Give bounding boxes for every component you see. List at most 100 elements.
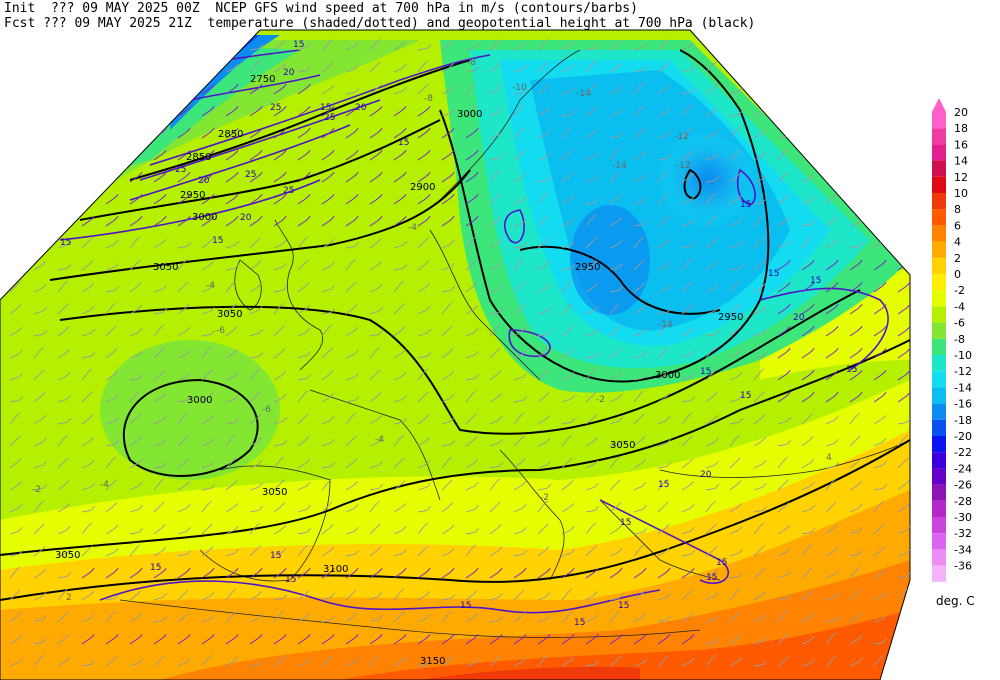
wind-barb-flag <box>257 150 263 155</box>
wind-barb-flag <box>425 634 431 639</box>
wind-barb-flag <box>521 504 527 509</box>
wind-barb-flag <box>832 524 838 529</box>
wind-barb <box>609 597 619 601</box>
wind-barb-flag <box>88 260 94 265</box>
wind-barb-flag <box>281 525 287 530</box>
wind-barb <box>57 506 66 513</box>
wind-barb-flag <box>233 106 239 111</box>
wind-barb-flag <box>401 128 407 133</box>
wind-barb <box>105 571 115 579</box>
wind-barb <box>585 264 594 271</box>
wind-barb-flag <box>880 238 886 243</box>
wind-barb-flag <box>112 479 117 484</box>
wind-label: 25 <box>175 165 186 175</box>
wind-barb <box>705 641 715 645</box>
wind-barb <box>297 571 307 579</box>
wind-barb <box>873 219 881 227</box>
wind-barb-flag <box>905 260 910 265</box>
wind-barb-flag <box>618 440 624 445</box>
wind-barb <box>249 109 259 117</box>
wind-barb-flag <box>257 283 263 288</box>
wind-barb-flag <box>281 106 287 111</box>
wind-barb-flag <box>498 593 503 598</box>
wind-barb-flag <box>425 306 431 311</box>
wind-barb-flag <box>327 324 332 330</box>
wind-barb <box>9 530 19 535</box>
wind-barb-flag <box>473 459 479 464</box>
wind-barb-flag <box>593 129 599 134</box>
wind-barb-flag <box>258 506 264 511</box>
wind-barb <box>681 285 689 293</box>
wind-barb <box>153 550 162 557</box>
wind-barb <box>393 552 403 557</box>
wind-barb-flag <box>809 282 815 287</box>
wind-barb-flag <box>185 150 191 155</box>
wind-barb <box>201 487 211 491</box>
wind-barb-flag <box>521 350 527 355</box>
wind-barb <box>249 286 258 293</box>
temperature-label: -14 <box>658 320 673 330</box>
wind-barb <box>873 572 882 579</box>
wind-barb-flag <box>689 658 695 663</box>
wind-barb <box>177 530 187 535</box>
wind-barb <box>729 198 738 205</box>
wind-barb-flag <box>472 259 477 264</box>
wind-barb-flag <box>712 546 718 551</box>
wind-barb <box>753 332 763 337</box>
wind-barb <box>441 44 450 51</box>
wind-barb <box>609 483 617 491</box>
wind-barb <box>897 660 906 667</box>
wind-barb-flag <box>856 150 862 155</box>
wind-barb <box>249 219 259 227</box>
wind-barb-flag <box>135 236 140 242</box>
wind-barb-flag <box>65 657 71 662</box>
wind-barb-flag <box>353 658 359 663</box>
wind-barb-flag <box>882 461 887 466</box>
wind-barb <box>681 553 691 557</box>
wind-barb <box>57 575 67 579</box>
wind-barb <box>561 398 571 403</box>
wind-barb-flag <box>735 126 740 132</box>
wind-barb <box>273 506 282 513</box>
temperature-labels: -2 -2 -4 -4 -4 -4 -6 -6 -8 -8 -10 -12 -1… <box>32 58 832 603</box>
wind-barb-flag <box>329 194 335 199</box>
wind-barb <box>225 571 235 579</box>
wind-barb-flag <box>569 634 575 639</box>
wind-barb <box>57 307 65 315</box>
wind-barb-flag <box>905 348 910 353</box>
wind-barb <box>537 618 547 623</box>
wind-barb-flag <box>881 348 887 353</box>
wind-barb <box>249 418 258 425</box>
wind-barb <box>369 396 378 403</box>
wind-barb-flag <box>471 544 476 550</box>
wind-barb <box>273 483 281 491</box>
wind-barb-flag <box>39 346 44 352</box>
wind-barb <box>729 90 739 95</box>
wind-barb-flag <box>759 368 764 374</box>
wind-barb-flag <box>329 172 335 177</box>
wind-barb <box>249 87 259 95</box>
wind-barb-flag <box>234 264 240 269</box>
wind-barb-flag <box>209 150 215 155</box>
wind-barb-flag <box>736 611 741 616</box>
wind-barb <box>489 242 498 249</box>
wind-barb-flag <box>786 132 792 137</box>
wind-barb-flag <box>303 544 308 550</box>
wind-barb-flag <box>305 328 311 333</box>
wind-barb <box>825 636 832 645</box>
wind-barb <box>81 617 91 623</box>
wind-barb <box>441 289 451 293</box>
wind-barb <box>81 219 91 227</box>
wind-barb-flag <box>423 522 428 528</box>
wind-barb <box>273 443 283 447</box>
wind-barb-flag <box>65 503 71 508</box>
wind-barb <box>441 443 451 447</box>
wind-barb <box>81 372 88 381</box>
wind-barb <box>177 45 187 51</box>
wind-barb <box>369 88 378 95</box>
wind-barb <box>801 263 811 271</box>
wind-barb <box>633 548 640 557</box>
wind-barb-flag <box>39 38 44 44</box>
